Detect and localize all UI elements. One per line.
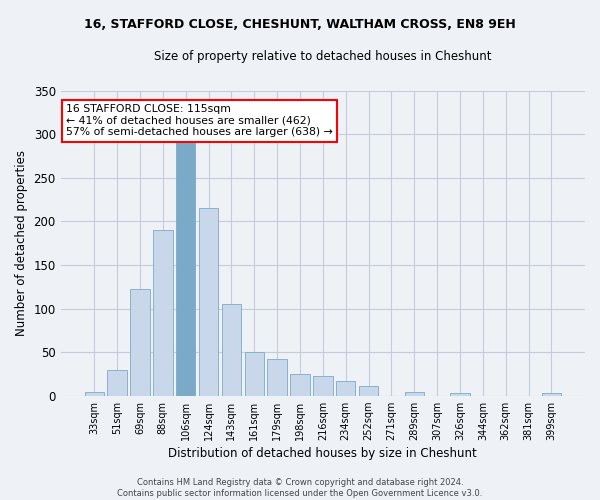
Bar <box>450 393 470 396</box>
Bar <box>130 290 149 396</box>
Bar <box>404 392 424 396</box>
Bar <box>176 138 196 396</box>
Bar <box>268 359 287 396</box>
Bar <box>245 352 264 396</box>
Bar <box>290 374 310 396</box>
X-axis label: Distribution of detached houses by size in Cheshunt: Distribution of detached houses by size … <box>169 447 477 460</box>
Bar <box>221 304 241 396</box>
Bar <box>107 370 127 396</box>
Y-axis label: Number of detached properties: Number of detached properties <box>15 150 28 336</box>
Bar <box>199 208 218 396</box>
Bar <box>542 393 561 396</box>
Bar <box>336 381 355 396</box>
Bar <box>359 386 378 396</box>
Text: 16, STAFFORD CLOSE, CHESHUNT, WALTHAM CROSS, EN8 9EH: 16, STAFFORD CLOSE, CHESHUNT, WALTHAM CR… <box>84 18 516 30</box>
Bar <box>85 392 104 396</box>
Bar <box>313 376 332 396</box>
Bar <box>153 230 173 396</box>
Text: 16 STAFFORD CLOSE: 115sqm
← 41% of detached houses are smaller (462)
57% of semi: 16 STAFFORD CLOSE: 115sqm ← 41% of detac… <box>66 104 332 138</box>
Text: Contains HM Land Registry data © Crown copyright and database right 2024.
Contai: Contains HM Land Registry data © Crown c… <box>118 478 482 498</box>
Title: Size of property relative to detached houses in Cheshunt: Size of property relative to detached ho… <box>154 50 491 63</box>
